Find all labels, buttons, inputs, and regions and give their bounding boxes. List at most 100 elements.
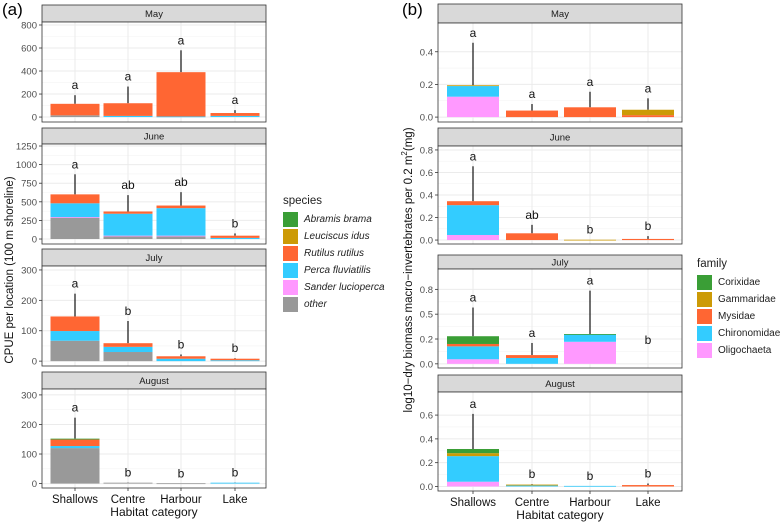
significance-letter: b [529, 467, 536, 481]
y-tick-label: 0.4 [420, 47, 433, 58]
bar-segment-perca-fluviatilis [156, 116, 206, 118]
y-tick-label: 200 [21, 296, 37, 307]
bar-segment-perca-fluviatilis [103, 115, 153, 118]
legend-label: Gammaridae [718, 294, 776, 305]
panel-label-b: (b) [402, 0, 423, 19]
bar-segment-abramis-brama [50, 438, 100, 440]
x-tick-label: Harbour [569, 497, 611, 509]
x-tick-label: Harbour [160, 494, 202, 506]
bar-segment-mysidae [622, 115, 674, 118]
legend-swatch [697, 275, 712, 290]
bar-segment-gammaridae [447, 85, 499, 87]
bar-segment-gammaridae [564, 239, 616, 241]
significance-letter: b [125, 304, 132, 318]
legend-swatch [283, 229, 298, 244]
bar-segment-rutilus-rutilus [210, 113, 260, 116]
legend-item: Gammaridae [697, 291, 780, 308]
y-tick-label: 0.2 [420, 335, 433, 346]
y-tick-label: 0.8 [420, 285, 433, 296]
y-tick-label: 0.6 [420, 411, 433, 422]
bar-segment-perca-fluviatilis [210, 237, 260, 240]
bar-segment-other [156, 236, 206, 240]
bar-segment-mysidae [506, 110, 558, 118]
significance-letter: b [645, 467, 652, 481]
bar-segment-perca-fluviatilis [156, 358, 206, 362]
x-tick-label: Lake [223, 494, 248, 506]
legend-label: Leuciscus idus [304, 231, 370, 242]
significance-letter: a [72, 157, 79, 171]
significance-letter: ab [174, 175, 188, 189]
y-tick-label: 0 [32, 113, 37, 124]
bar-segment-oligochaeta [447, 96, 499, 118]
significance-letter: a [232, 93, 239, 107]
significance-letter: b [232, 216, 239, 230]
y-tick-label: 750 [21, 179, 37, 190]
y-tick-label: 0.0 [420, 482, 433, 493]
significance-letter: ab [525, 208, 539, 222]
y-axis-title-unit: (mg) [403, 127, 415, 151]
significance-letter: a [125, 70, 132, 84]
bar-segment-gammaridae [447, 453, 499, 457]
legend-swatch [697, 292, 712, 307]
legend-swatch [697, 326, 712, 341]
bar-segment-perca-fluviatilis [103, 213, 153, 236]
legend-swatch [283, 280, 298, 295]
bar-segment-other [103, 352, 153, 362]
bar-segment-chironomidae [447, 456, 499, 482]
bar-segment-chironomidae [506, 485, 558, 487]
y-tick-label: 0.5 [420, 310, 433, 321]
bar-segment-chironomidae [506, 357, 558, 364]
x-tick-label: Centre [111, 494, 146, 506]
bar-segment-other [50, 115, 100, 118]
significance-letter: a [470, 149, 477, 163]
bar-segment-perca-fluviatilis [50, 331, 100, 341]
x-tick-label: Shallows [52, 494, 98, 506]
legend-swatch [283, 297, 298, 312]
bar-segment-rutilus-rutilus [156, 356, 206, 359]
legend-item: Mysidae [697, 308, 780, 325]
legend-label: Corixidae [718, 277, 761, 288]
y-tick-label: 0 [32, 357, 37, 368]
significance-letter: a [72, 277, 79, 291]
significance-letter: b [232, 341, 239, 355]
legend-item: Abramis brama [283, 211, 385, 228]
significance-letter: a [529, 326, 536, 340]
legend-species: species Abramis brama Leuciscus idus Rutil… [283, 195, 385, 313]
y-tick-label: 0.0 [420, 113, 433, 124]
y-tick-label: 400 [21, 67, 37, 78]
facet-strip-label: July [552, 258, 569, 269]
legend-label: Oligochaeta [718, 345, 772, 356]
facet-strip-label: May [551, 9, 569, 20]
y-axis-title-main: CPUE per location (100 m shoreline) [4, 176, 16, 363]
y-axis-title-superscript: 2 [400, 151, 409, 156]
significance-letter: b [178, 466, 185, 480]
legend-swatch [283, 212, 298, 227]
legend-family: family Corixidae Gammaridae Mysidae Chirono… [697, 258, 780, 359]
y-tick-label: 0.2 [420, 80, 433, 91]
bar-segment-other [50, 217, 100, 240]
significance-letter: b [232, 465, 239, 479]
bar-segment-rutilus-rutilus [210, 358, 260, 361]
bar-segment-rutilus-rutilus [103, 103, 153, 116]
bar-segment-corixidae [447, 336, 499, 344]
legend-swatch [283, 263, 298, 278]
y-tick-label: 0.6 [420, 168, 433, 179]
legend-item: Corixidae [697, 274, 780, 291]
legend-label: Rutilus rutilus [304, 248, 365, 259]
significance-letter: b [587, 223, 594, 237]
significance-letter: a [645, 81, 652, 95]
legend-label: Sander lucioperca [304, 282, 385, 293]
bar-segment-corixidae [564, 334, 616, 335]
bar-segment-sander-lucioperca [50, 217, 100, 218]
significance-letter: ab [121, 178, 135, 192]
panel-border [437, 22, 683, 123]
bar-segment-sander-lucioperca [156, 235, 206, 237]
panel-label-a: (a) [2, 0, 23, 19]
y-tick-label: 600 [21, 44, 37, 55]
significance-letter: a [470, 26, 477, 40]
legend-item: Oligochaeta [697, 342, 780, 359]
bar-segment-chironomidae [447, 205, 499, 235]
y-tick-label: 300 [21, 390, 37, 401]
y-tick-label: 800 [21, 20, 37, 31]
